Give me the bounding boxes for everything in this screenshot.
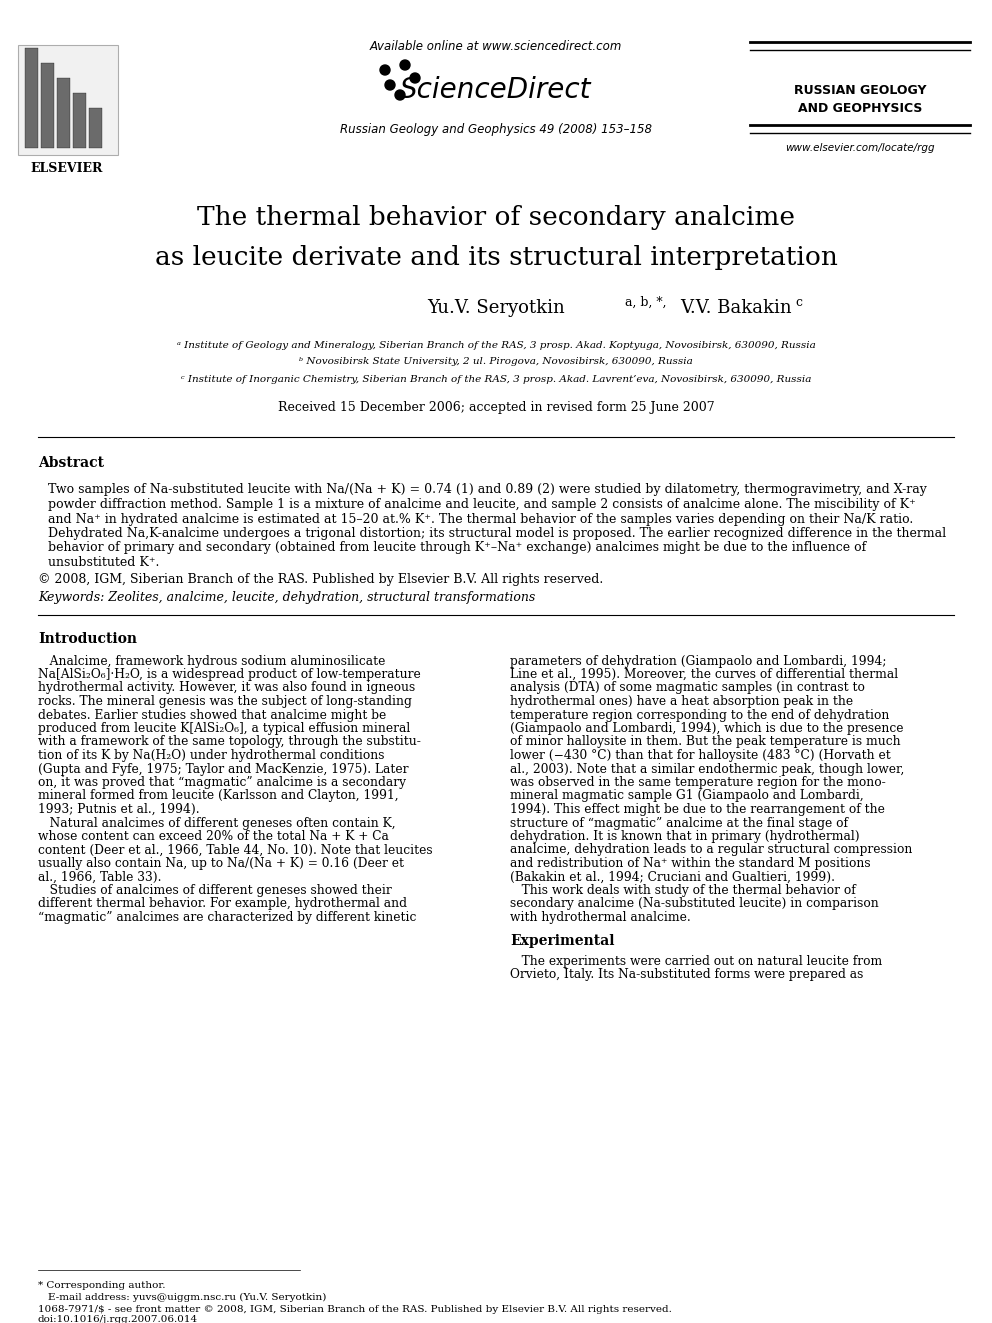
Text: V.V. Bakakin: V.V. Bakakin [680, 299, 792, 318]
Text: parameters of dehydration (Giampaolo and Lombardi, 1994;: parameters of dehydration (Giampaolo and… [510, 655, 887, 668]
Text: Keywords: Zeolites, analcime, leucite, dehydration, structural transformations: Keywords: Zeolites, analcime, leucite, d… [38, 590, 536, 603]
Text: unsubstituted K⁺.: unsubstituted K⁺. [48, 556, 160, 569]
Text: Abstract: Abstract [38, 456, 104, 470]
Text: Experimental: Experimental [510, 934, 614, 949]
Text: 1068-7971/$ - see front matter © 2008, IGM, Siberian Branch of the RAS. Publishe: 1068-7971/$ - see front matter © 2008, I… [38, 1304, 672, 1314]
Bar [89, 108, 102, 148]
Bar [18, 45, 118, 155]
Text: mineral magmatic sample G1 (Giampaolo and Lombardi,: mineral magmatic sample G1 (Giampaolo an… [510, 790, 864, 803]
Text: * Corresponding author.: * Corresponding author. [38, 1281, 166, 1290]
Text: (Bakakin et al., 1994; Cruciani and Gualtieri, 1999).: (Bakakin et al., 1994; Cruciani and Gual… [510, 871, 835, 884]
Text: “magmatic” analcimes are characterized by different kinetic: “magmatic” analcimes are characterized b… [38, 912, 417, 923]
Text: E-mail address: yuvs@uiggm.nsc.ru (Yu.V. Seryotkin): E-mail address: yuvs@uiggm.nsc.ru (Yu.V.… [48, 1293, 326, 1302]
Text: analysis (DTA) of some magmatic samples (in contrast to: analysis (DTA) of some magmatic samples … [510, 681, 865, 695]
Text: and redistribution of Na⁺ within the standard M positions: and redistribution of Na⁺ within the sta… [510, 857, 871, 871]
Text: Natural analcimes of different geneses often contain K,: Natural analcimes of different geneses o… [38, 816, 396, 830]
Text: AND GEOPHYSICS: AND GEOPHYSICS [798, 102, 923, 115]
Text: secondary analcime (Na-substituted leucite) in comparison: secondary analcime (Na-substituted leuci… [510, 897, 879, 910]
Text: as leucite derivate and its structural interpretation: as leucite derivate and its structural i… [155, 246, 837, 270]
Circle shape [400, 60, 410, 70]
Circle shape [395, 90, 405, 101]
Text: whose content can exceed 20% of the total Na + K + Ca: whose content can exceed 20% of the tota… [38, 830, 389, 843]
Text: on, it was proved that “magmatic” analcime is a secondary: on, it was proved that “magmatic” analci… [38, 777, 406, 789]
Circle shape [385, 79, 395, 90]
Text: The thermal behavior of secondary analcime: The thermal behavior of secondary analci… [197, 205, 795, 230]
Text: hydrothermal ones) have a heat absorption peak in the: hydrothermal ones) have a heat absorptio… [510, 695, 853, 708]
Circle shape [380, 65, 390, 75]
Text: ELSEVIER: ELSEVIER [31, 161, 103, 175]
Text: with a framework of the same topology, through the substitu-: with a framework of the same topology, t… [38, 736, 421, 749]
Text: Received 15 December 2006; accepted in revised form 25 June 2007: Received 15 December 2006; accepted in r… [278, 401, 714, 414]
Bar [41, 64, 54, 148]
Text: lower (−430 °C) than that for halloysite (483 °C) (Horvath et: lower (−430 °C) than that for halloysite… [510, 749, 891, 762]
Text: www.elsevier.com/locate/rgg: www.elsevier.com/locate/rgg [786, 143, 934, 153]
Text: hydrothermal activity. However, it was also found in igneous: hydrothermal activity. However, it was a… [38, 681, 416, 695]
Text: debates. Earlier studies showed that analcime might be: debates. Earlier studies showed that ana… [38, 709, 386, 721]
Text: analcime, dehydration leads to a regular structural compression: analcime, dehydration leads to a regular… [510, 844, 913, 856]
Text: of minor halloysite in them. But the peak temperature is much: of minor halloysite in them. But the pea… [510, 736, 901, 749]
Text: doi:10.1016/j.rgg.2007.06.014: doi:10.1016/j.rgg.2007.06.014 [38, 1315, 198, 1323]
Text: rocks. The mineral genesis was the subject of long-standing: rocks. The mineral genesis was the subje… [38, 695, 412, 708]
Text: usually also contain Na, up to Na/(Na + K) = 0.16 (Deer et: usually also contain Na, up to Na/(Na + … [38, 857, 404, 871]
Text: RUSSIAN GEOLOGY: RUSSIAN GEOLOGY [794, 83, 927, 97]
Text: al., 2003). Note that a similar endothermic peak, though lower,: al., 2003). Note that a similar endother… [510, 762, 905, 775]
Text: 1994). This effect might be due to the rearrangement of the: 1994). This effect might be due to the r… [510, 803, 885, 816]
Bar [57, 78, 70, 148]
Text: © 2008, IGM, Siberian Branch of the RAS. Published by Elsevier B.V. All rights r: © 2008, IGM, Siberian Branch of the RAS.… [38, 573, 603, 586]
Text: a, b, *,: a, b, *, [625, 295, 667, 308]
Text: Available online at www.sciencedirect.com: Available online at www.sciencedirect.co… [370, 41, 622, 53]
Text: c: c [795, 295, 802, 308]
Text: was observed in the same temperature region for the mono-: was observed in the same temperature reg… [510, 777, 886, 789]
Text: Dehydrated Na,K-analcime undergoes a trigonal distortion; its structural model i: Dehydrated Na,K-analcime undergoes a tri… [48, 527, 946, 540]
Text: Orvieto, Italy. Its Na-substituted forms were prepared as: Orvieto, Italy. Its Na-substituted forms… [510, 968, 863, 980]
Text: ᶜ Institute of Inorganic Chemistry, Siberian Branch of the RAS, 3 prosp. Akad. L: ᶜ Institute of Inorganic Chemistry, Sibe… [181, 374, 811, 384]
Text: tion of its K by Na(H₂O) under hydrothermal conditions: tion of its K by Na(H₂O) under hydrother… [38, 749, 385, 762]
Bar [25, 48, 38, 148]
Text: behavior of primary and secondary (obtained from leucite through K⁺–Na⁺ exchange: behavior of primary and secondary (obtai… [48, 541, 866, 554]
Text: ᵃ Institute of Geology and Mineralogy, Siberian Branch of the RAS, 3 prosp. Akad: ᵃ Institute of Geology and Mineralogy, S… [177, 340, 815, 349]
Text: produced from leucite K[AlSi₂O₆], a typical effusion mineral: produced from leucite K[AlSi₂O₆], a typi… [38, 722, 411, 736]
Text: 1993; Putnis et al., 1994).: 1993; Putnis et al., 1994). [38, 803, 199, 816]
Text: with hydrothermal analcime.: with hydrothermal analcime. [510, 912, 690, 923]
Text: and Na⁺ in hydrated analcime is estimated at 15–20 at.% K⁺. The thermal behavior: and Na⁺ in hydrated analcime is estimate… [48, 512, 914, 525]
Text: ScienceDirect: ScienceDirect [400, 75, 592, 105]
Text: structure of “magmatic” analcime at the final stage of: structure of “magmatic” analcime at the … [510, 816, 848, 830]
Text: mineral formed from leucite (Karlsson and Clayton, 1991,: mineral formed from leucite (Karlsson an… [38, 790, 399, 803]
Text: Introduction: Introduction [38, 632, 137, 646]
Text: This work deals with study of the thermal behavior of: This work deals with study of the therma… [510, 884, 856, 897]
Text: powder diffraction method. Sample 1 is a mixture of analcime and leucite, and sa: powder diffraction method. Sample 1 is a… [48, 497, 916, 511]
Text: Studies of analcimes of different geneses showed their: Studies of analcimes of different genese… [38, 884, 392, 897]
Text: different thermal behavior. For example, hydrothermal and: different thermal behavior. For example,… [38, 897, 407, 910]
Text: content (Deer et al., 1966, Table 44, No. 10). Note that leucites: content (Deer et al., 1966, Table 44, No… [38, 844, 433, 856]
Text: Analcime, framework hydrous sodium aluminosilicate: Analcime, framework hydrous sodium alumi… [38, 655, 385, 668]
Text: ᵇ Novosibirsk State University, 2 ul. Pirogova, Novosibirsk, 630090, Russia: ᵇ Novosibirsk State University, 2 ul. Pi… [300, 357, 692, 366]
Text: Yu.V. Seryotkin: Yu.V. Seryotkin [428, 299, 564, 318]
Text: Russian Geology and Geophysics 49 (2008) 153–158: Russian Geology and Geophysics 49 (2008)… [340, 123, 652, 136]
Text: The experiments were carried out on natural leucite from: The experiments were carried out on natu… [510, 954, 882, 967]
Bar [73, 93, 86, 148]
Text: Na[AlSi₂O₆]·H₂O, is a widespread product of low-temperature: Na[AlSi₂O₆]·H₂O, is a widespread product… [38, 668, 421, 681]
Text: Line et al., 1995). Moreover, the curves of differential thermal: Line et al., 1995). Moreover, the curves… [510, 668, 898, 681]
Text: al., 1966, Table 33).: al., 1966, Table 33). [38, 871, 162, 884]
Text: (Giampaolo and Lombardi, 1994), which is due to the presence: (Giampaolo and Lombardi, 1994), which is… [510, 722, 904, 736]
Circle shape [410, 73, 420, 83]
Text: (Gupta and Fyfe, 1975; Taylor and MacKenzie, 1975). Later: (Gupta and Fyfe, 1975; Taylor and MacKen… [38, 762, 409, 775]
Text: Two samples of Na-substituted leucite with Na/(Na + K) = 0.74 (1) and 0.89 (2) w: Two samples of Na-substituted leucite wi… [48, 483, 927, 496]
Text: dehydration. It is known that in primary (hydrothermal): dehydration. It is known that in primary… [510, 830, 860, 843]
Text: temperature region corresponding to the end of dehydration: temperature region corresponding to the … [510, 709, 890, 721]
